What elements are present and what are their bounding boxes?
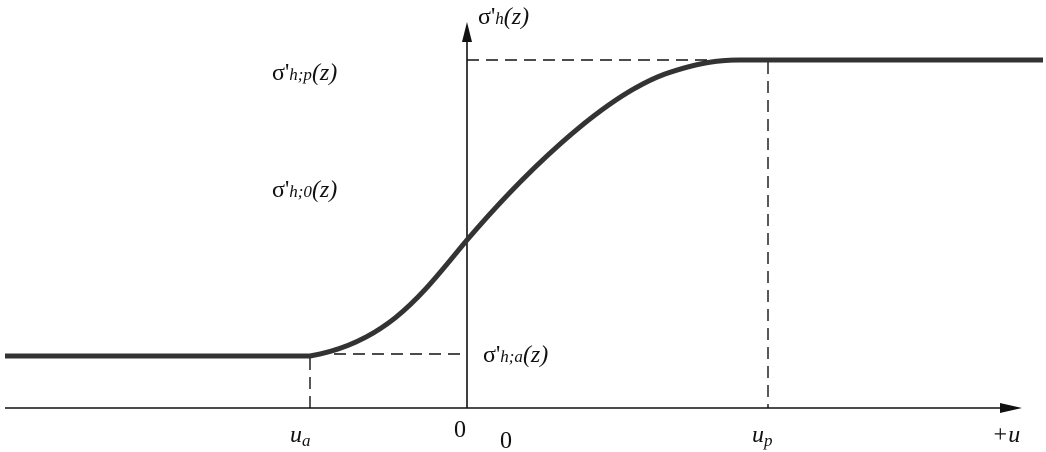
horizontal-axis-label: +u [992,422,1020,448]
active-label: σ'h;a(z) [483,342,548,368]
ua-label: ua [290,422,311,450]
origin-label-secondary: 0 [500,428,512,452]
vertical-axis-label: σ'h(z) [478,4,529,30]
horizontal-arrow [1000,403,1022,413]
passive-label: σ'h;p(z) [272,60,337,86]
up-label: up [752,422,773,450]
vertical-arrow [462,22,472,42]
pressure-curve [5,57,1043,359]
at-rest-label: σ'h;0(z) [272,177,337,203]
origin-label: 0 [454,417,466,443]
